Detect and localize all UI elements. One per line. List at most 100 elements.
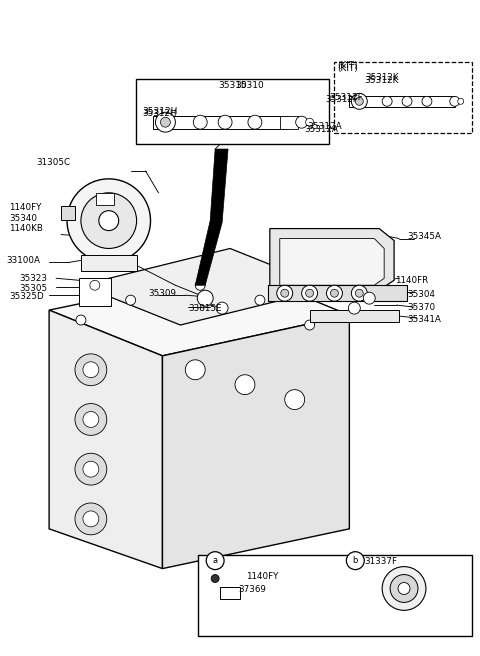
Circle shape <box>235 375 255 395</box>
Text: 35370: 35370 <box>407 302 435 312</box>
Circle shape <box>185 359 205 380</box>
Text: 33100A: 33100A <box>6 256 40 265</box>
Circle shape <box>75 453 107 485</box>
Text: 35309: 35309 <box>148 289 177 298</box>
Text: 31337F: 31337F <box>364 557 397 566</box>
Circle shape <box>306 118 313 126</box>
Text: 35312F: 35312F <box>329 93 363 102</box>
Text: 1140FY: 1140FY <box>9 203 42 212</box>
Circle shape <box>83 461 99 477</box>
Circle shape <box>81 193 137 249</box>
Circle shape <box>197 290 213 306</box>
Bar <box>310 310 399 322</box>
Polygon shape <box>280 239 384 285</box>
Circle shape <box>218 115 232 129</box>
Text: 35323: 35323 <box>19 274 48 283</box>
Circle shape <box>348 302 360 314</box>
Text: 35312K: 35312K <box>365 73 399 82</box>
Circle shape <box>156 112 175 132</box>
Text: 1140KB: 1140KB <box>9 224 43 233</box>
Text: 33815E: 33815E <box>188 304 222 313</box>
Circle shape <box>301 285 318 301</box>
Circle shape <box>75 354 107 386</box>
Text: (KIT): (KIT) <box>337 61 358 70</box>
Text: b: b <box>353 556 358 565</box>
Circle shape <box>306 289 313 297</box>
Circle shape <box>285 390 305 409</box>
Text: 1140FY: 1140FY <box>246 572 278 581</box>
Bar <box>220 588 240 600</box>
Circle shape <box>216 302 228 314</box>
Circle shape <box>126 295 136 305</box>
Circle shape <box>402 96 412 106</box>
Polygon shape <box>195 149 228 285</box>
Circle shape <box>99 211 119 230</box>
Polygon shape <box>49 270 349 356</box>
Polygon shape <box>162 315 349 569</box>
Circle shape <box>193 115 207 129</box>
Circle shape <box>255 295 265 305</box>
Bar <box>79 278 111 306</box>
Text: 1140FR: 1140FR <box>395 276 428 285</box>
Circle shape <box>83 411 99 428</box>
Text: 35304: 35304 <box>407 290 435 298</box>
Circle shape <box>83 511 99 527</box>
Text: 35310: 35310 <box>235 81 264 90</box>
Circle shape <box>450 96 460 106</box>
Circle shape <box>326 285 342 301</box>
Text: 31305C: 31305C <box>36 159 70 167</box>
Polygon shape <box>81 249 329 325</box>
Circle shape <box>355 289 363 297</box>
Circle shape <box>277 285 293 301</box>
Text: 35312K: 35312K <box>364 76 399 85</box>
Text: 35312H: 35312H <box>143 107 178 115</box>
Text: 35312A: 35312A <box>305 125 338 134</box>
Circle shape <box>330 289 338 297</box>
Text: 35312H: 35312H <box>143 109 177 117</box>
Bar <box>61 206 75 220</box>
Circle shape <box>296 116 308 128</box>
Bar <box>136 79 329 144</box>
Circle shape <box>248 115 262 129</box>
Circle shape <box>355 97 363 106</box>
Circle shape <box>281 289 288 297</box>
Text: 35340: 35340 <box>9 214 37 223</box>
Circle shape <box>347 552 364 569</box>
Circle shape <box>90 280 100 290</box>
Circle shape <box>382 96 392 106</box>
Bar <box>81 255 137 272</box>
Text: 35325D: 35325D <box>9 292 44 300</box>
Circle shape <box>83 362 99 378</box>
Circle shape <box>67 179 151 262</box>
Bar <box>198 555 472 636</box>
Text: 35310: 35310 <box>218 81 247 90</box>
Circle shape <box>211 575 219 583</box>
Polygon shape <box>270 228 394 290</box>
Text: 35345A: 35345A <box>407 232 441 241</box>
Text: a: a <box>213 556 218 565</box>
Polygon shape <box>349 96 455 108</box>
Polygon shape <box>49 310 162 569</box>
Bar <box>268 285 407 301</box>
Circle shape <box>398 583 410 594</box>
Text: 35341A: 35341A <box>407 315 441 323</box>
Circle shape <box>422 96 432 106</box>
Circle shape <box>458 98 464 104</box>
Bar <box>280 116 298 129</box>
Bar <box>96 193 114 205</box>
Polygon shape <box>153 116 288 129</box>
Text: 35312F: 35312F <box>325 95 359 104</box>
Text: 35305: 35305 <box>19 284 48 293</box>
Circle shape <box>382 567 426 610</box>
Circle shape <box>390 575 418 602</box>
Circle shape <box>351 285 367 301</box>
Circle shape <box>160 117 170 127</box>
Circle shape <box>76 315 86 325</box>
Circle shape <box>75 403 107 436</box>
Text: 35312A: 35312A <box>308 121 342 131</box>
Circle shape <box>75 503 107 535</box>
Circle shape <box>363 292 375 304</box>
Circle shape <box>305 320 314 330</box>
Circle shape <box>195 280 205 290</box>
Bar <box>335 62 472 133</box>
